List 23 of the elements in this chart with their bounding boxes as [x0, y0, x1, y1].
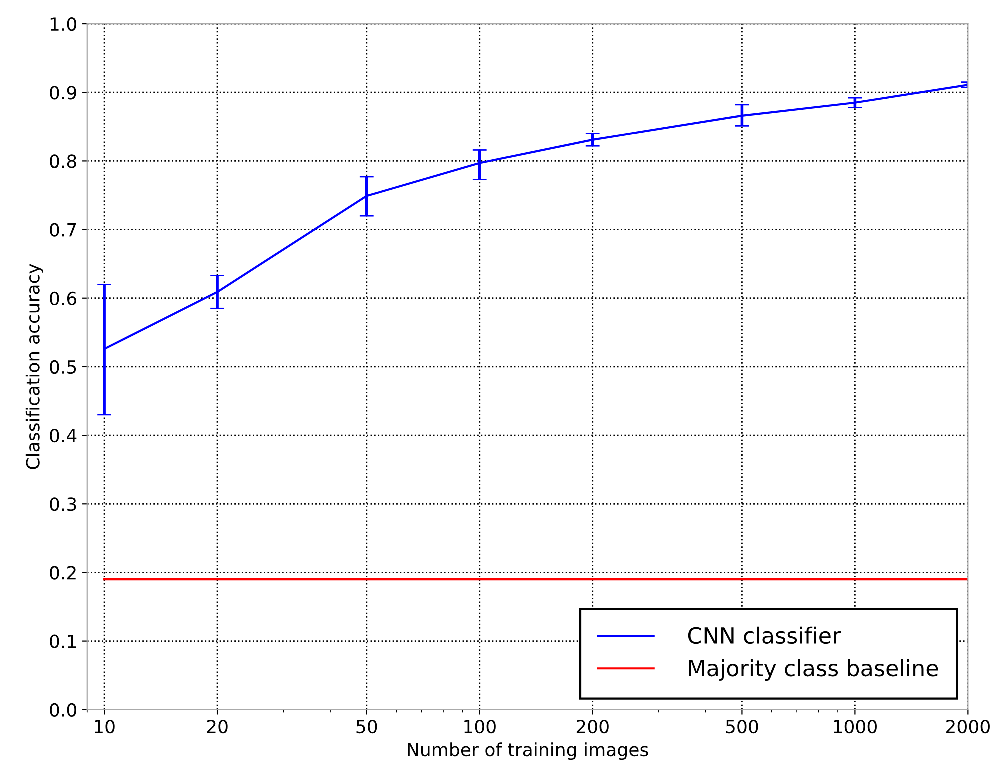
x-tick-label: 2000: [946, 720, 990, 734]
y-tick-label: 0.3: [50, 498, 76, 512]
legend-label: CNN classifier: [688, 626, 842, 644]
y-tick-label: 0.2: [50, 566, 76, 580]
x-axis-title: Number of training images: [408, 742, 648, 760]
y-tick-label: 0.7: [50, 223, 76, 237]
y-tick-label: 0.8: [50, 154, 76, 168]
x-tick-label: 20: [207, 720, 228, 734]
x-tick-label: 200: [576, 720, 609, 734]
x-tick-label: 500: [726, 720, 758, 734]
x-tick-label: 10: [95, 720, 115, 734]
y-tick-label: 0.9: [50, 86, 76, 100]
x-tick-label: 100: [464, 720, 496, 734]
y-tick-label: 0.1: [50, 634, 76, 648]
x-tick-label: 1000: [834, 720, 877, 734]
y-axis-title: Classification accuracy: [26, 264, 44, 470]
y-tick-label: 0.0: [50, 703, 76, 718]
y-tick-label: 0.5: [50, 360, 76, 374]
y-tick-label: 0.6: [50, 292, 77, 306]
legend-label: Majority class baseline: [689, 660, 938, 682]
x-tick-label: 50: [356, 720, 378, 734]
y-tick-label: 0.4: [50, 429, 77, 443]
y-tick-label: 1.0: [50, 17, 76, 32]
